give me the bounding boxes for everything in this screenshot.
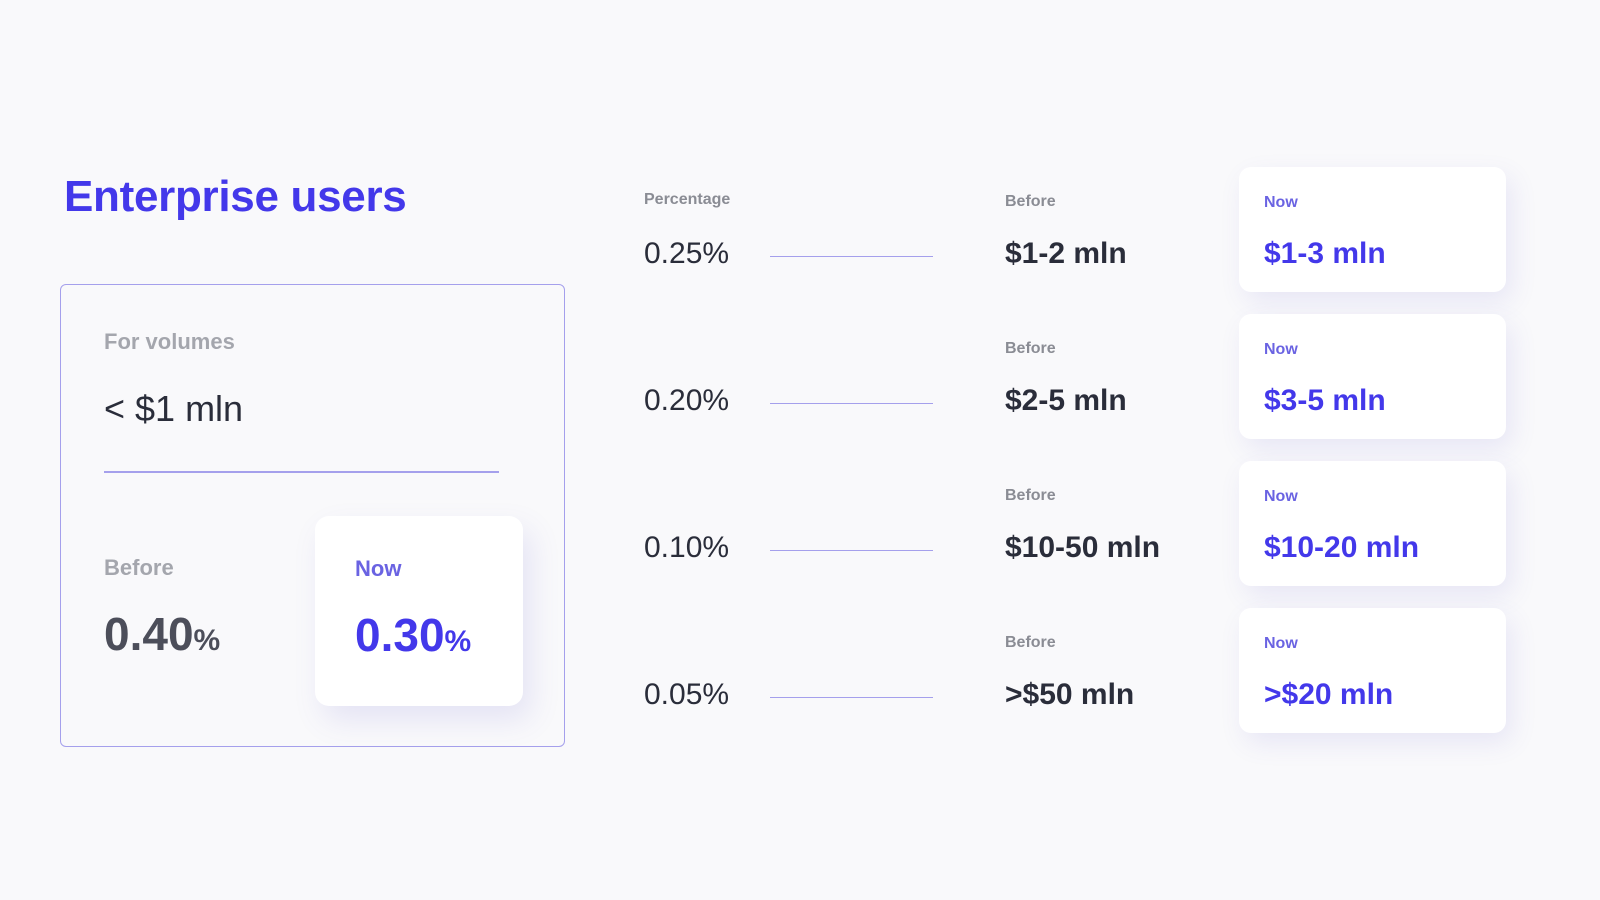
tier-connector-line [770, 403, 933, 404]
tier-now-label: Now [1264, 194, 1298, 211]
volume-label: For volumes [104, 329, 235, 354]
now-label: Now [355, 556, 402, 581]
now-rate: 0.30% [355, 608, 471, 662]
tier-connector-line [770, 697, 933, 698]
volume-card: For volumes < $1 mln Before 0.40% Now 0.… [60, 284, 565, 747]
tier-now-card: Now $10-20 mln [1239, 461, 1506, 586]
tier-before-label: Before [1005, 340, 1056, 357]
tier-percentage: 0.25% [644, 237, 730, 270]
tier-now-label: Now [1264, 341, 1298, 358]
tier-now-value: >$20 mln [1264, 678, 1394, 711]
tier-connector-line [770, 256, 933, 257]
now-rate-box: Now 0.30% [315, 516, 523, 706]
tier-now-label: Now [1264, 635, 1298, 652]
tier-now-value: $3-5 mln [1264, 384, 1386, 417]
percent-sign: % [193, 624, 221, 657]
tier-now-card: Now $1-3 mln [1239, 167, 1506, 292]
tier-before-value: $10-50 mln [1005, 531, 1161, 564]
tier-percentage: 0.05% [644, 678, 730, 711]
tier-connector-line [770, 550, 933, 551]
tier-row: 0.05% Before >$50 mln Now >$20 mln [0, 608, 1600, 733]
tier-before-label: Before [1005, 487, 1056, 504]
tier-now-card: Now $3-5 mln [1239, 314, 1506, 439]
tier-before-label: Before [1005, 193, 1056, 210]
before-label: Before [104, 555, 174, 580]
tier-before-value: $1-2 mln [1005, 237, 1127, 270]
tier-row: 0.20% Before $2-5 mln Now $3-5 mln [0, 314, 1600, 439]
tier-percentage: 0.10% [644, 531, 730, 564]
now-rate-number: 0.30 [355, 609, 445, 661]
tier-now-value: $10-20 mln [1264, 531, 1420, 564]
percent-sign: % [444, 625, 472, 658]
tier-now-card: Now >$20 mln [1239, 608, 1506, 733]
before-rate-number: 0.40 [104, 608, 194, 660]
volume-divider [104, 471, 499, 473]
tier-row: 0.25% Before $1-2 mln Now $1-3 mln [0, 167, 1600, 292]
tier-before-value: >$50 mln [1005, 678, 1135, 711]
percentage-header: Percentage [644, 191, 731, 208]
before-rate: 0.40% [104, 607, 220, 661]
volume-value: < $1 mln [104, 388, 244, 429]
tier-row: 0.10% Before $10-50 mln Now $10-20 mln [0, 461, 1600, 586]
tier-now-label: Now [1264, 488, 1298, 505]
tier-now-value: $1-3 mln [1264, 237, 1386, 270]
tier-before-label: Before [1005, 634, 1056, 651]
page-title: Enterprise users [64, 172, 407, 221]
tier-before-value: $2-5 mln [1005, 384, 1127, 417]
tier-percentage: 0.20% [644, 384, 730, 417]
